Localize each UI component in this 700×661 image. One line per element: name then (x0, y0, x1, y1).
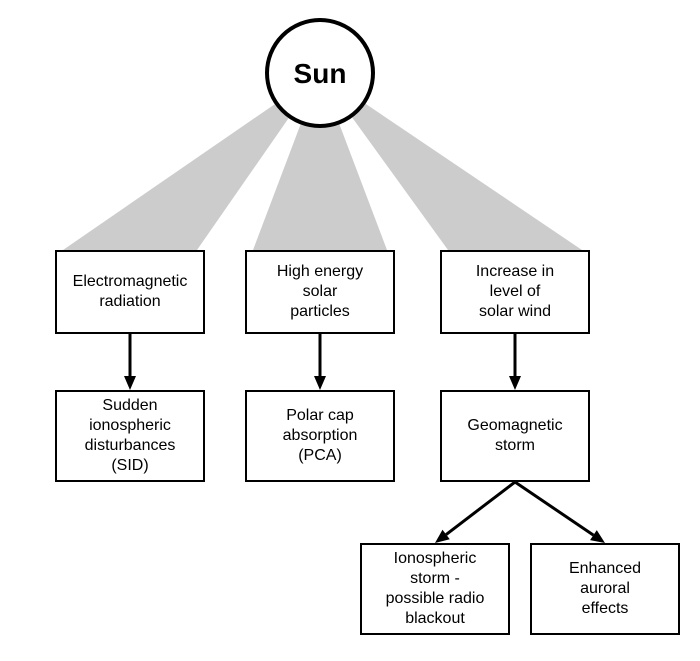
auroral-effects-node: Enhanced auroral effects (530, 543, 680, 635)
sid-node: Sudden ionospheric disturbances (SID) (55, 390, 205, 482)
node-label: Polar cap absorption (PCA) (283, 406, 358, 466)
electromagnetic-radiation-node: Electromagnetic radiation (55, 250, 205, 334)
sun-label: Sun (294, 56, 347, 91)
solar-wind-node: Increase in level of solar wind (440, 250, 590, 334)
ionospheric-storm-node: Ionospheric storm - possible radio black… (360, 543, 510, 635)
high-energy-particles-node: High energy solar particles (245, 250, 395, 334)
node-label: Enhanced auroral effects (569, 559, 641, 619)
node-label: Ionospheric storm - possible radio black… (386, 549, 485, 629)
node-label: Increase in level of solar wind (476, 262, 554, 322)
geomagnetic-storm-node: Geomagnetic storm (440, 390, 590, 482)
node-label: High energy solar particles (277, 262, 363, 322)
node-label: Geomagnetic storm (467, 416, 562, 456)
node-label: Electromagnetic radiation (73, 272, 188, 312)
pca-node: Polar cap absorption (PCA) (245, 390, 395, 482)
sun-node: Sun (265, 18, 375, 128)
node-label: Sudden ionospheric disturbances (SID) (85, 396, 176, 476)
